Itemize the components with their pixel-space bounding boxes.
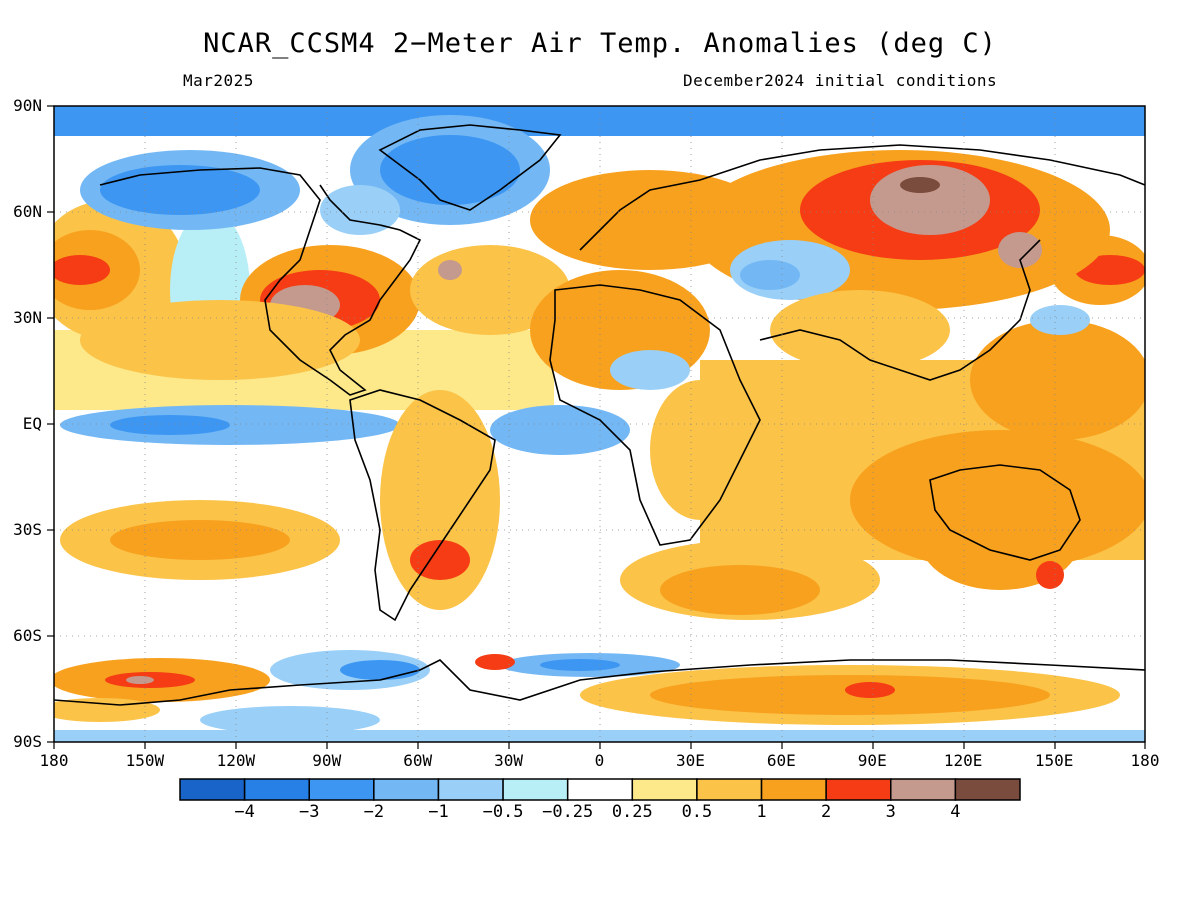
colorbar-swatch: [890, 778, 957, 801]
lat-label: 60N: [13, 202, 42, 221]
anomaly-field: [54, 106, 1145, 742]
chart-title: NCAR_CCSM4 2−Meter Air Temp. Anomalies (…: [203, 28, 997, 59]
lon-label: 120W: [216, 751, 256, 770]
axis-ticks: [47, 105, 1146, 749]
colorbar-swatch: [954, 778, 1021, 801]
colorbar-tick-label: −1: [428, 802, 449, 822]
colorbar-swatch: [243, 778, 310, 801]
colorbar-swatch: [566, 778, 634, 801]
colorbar-tick-label: −0.5: [482, 802, 524, 822]
graticule: [54, 106, 1145, 742]
lat-label: 90S: [13, 732, 42, 751]
colorbar-tick-label: 0.25: [611, 802, 653, 822]
lon-label: 60E: [766, 751, 796, 770]
forecast-month: Mar2025: [183, 71, 254, 90]
colorbar-swatch: [760, 778, 827, 801]
colorbar-tick-label: 1: [756, 802, 767, 822]
colorbar-swatch: [179, 778, 246, 801]
colorbar-swatch: [631, 778, 698, 801]
lon-label: 150W: [125, 751, 165, 770]
colorbar-tick-label: −4: [234, 802, 255, 822]
lat-label: 30S: [13, 520, 42, 539]
colorbar-swatch: [696, 778, 763, 801]
lon-label: 90W: [312, 751, 342, 770]
coastlines: [54, 124, 1145, 706]
lon-label: 120E: [943, 751, 983, 770]
lon-label: 180: [1130, 751, 1160, 770]
lat-label: EQ: [22, 414, 42, 433]
colorbar-tick-label: 2: [821, 802, 832, 822]
initial-conditions: December2024 initial conditions: [683, 71, 998, 90]
colorbar-tick-label: −3: [298, 802, 320, 822]
colorbar-swatch: [373, 778, 440, 801]
colorbar-swatch: [308, 778, 375, 801]
lat-label: 30N: [13, 308, 42, 327]
lat-label: 60S: [13, 626, 42, 645]
lon-label: 30W: [494, 751, 524, 770]
lon-label: 60W: [403, 751, 433, 770]
colorbar-tick-label: −2: [363, 802, 385, 822]
colorbar-tick-label: 4: [950, 802, 961, 822]
lon-label: 180: [39, 751, 69, 770]
colorbar-swatch: [437, 778, 504, 801]
lon-label: 30E: [675, 751, 705, 770]
colorbar-tick-label: −0.25: [542, 802, 594, 822]
lon-label: 90E: [857, 751, 887, 770]
colorbar-tick-label: 0.5: [681, 802, 713, 822]
colorbar: [179, 778, 1021, 801]
lon-label: 0: [594, 751, 605, 770]
colorbar-swatch: [825, 778, 892, 801]
colorbar-tick-label: 3: [885, 802, 896, 822]
colorbar-swatch: [502, 778, 569, 801]
lat-label: 90N: [13, 96, 42, 115]
lon-label: 150E: [1034, 751, 1074, 770]
